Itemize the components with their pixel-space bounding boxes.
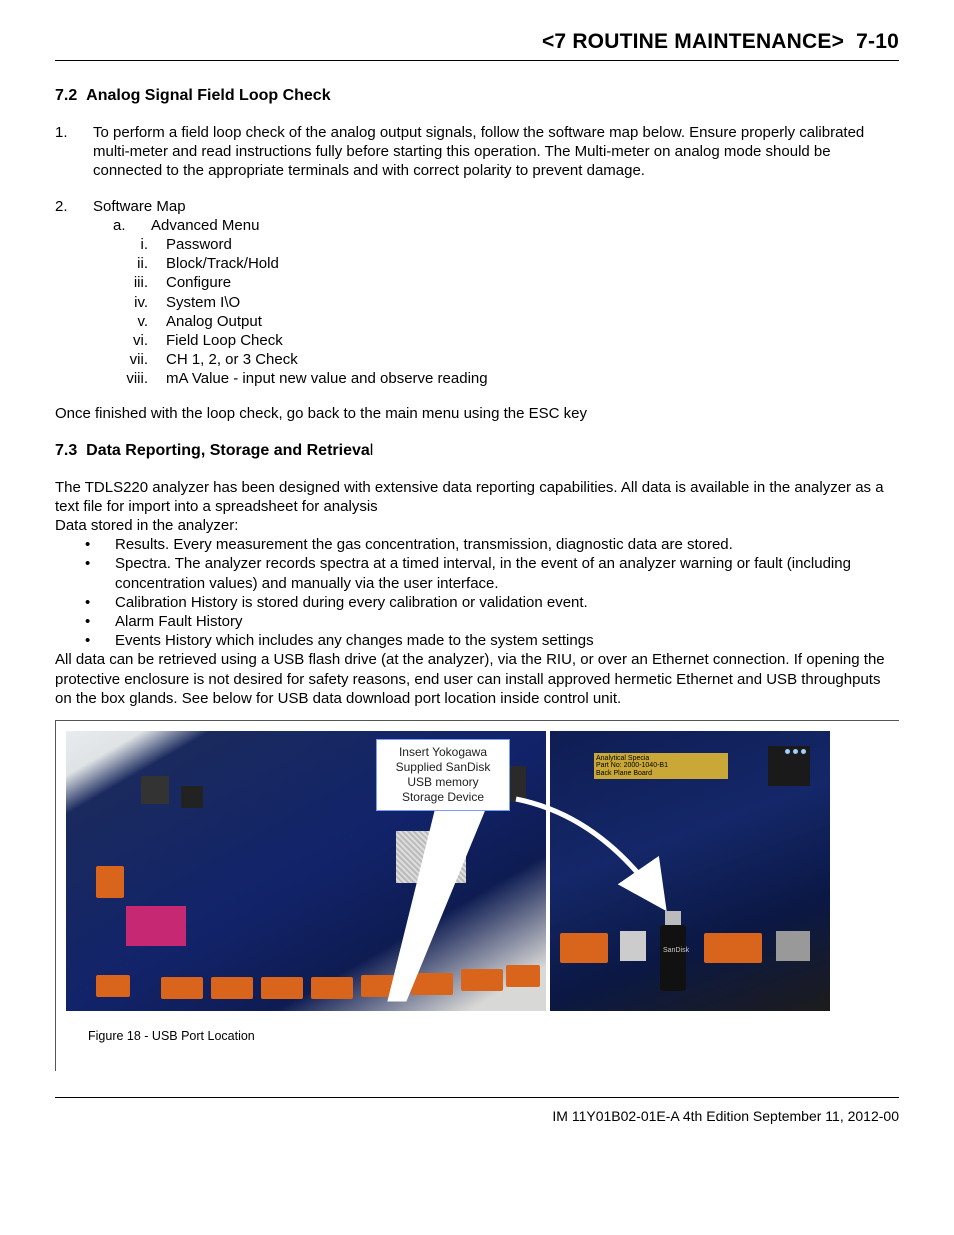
page-header: <7 ROUTINE MAINTENANCE> 7-10 xyxy=(55,30,899,61)
intro-paragraph: The TDLS220 analyzer has been designed w… xyxy=(55,478,899,516)
page-footer: IM 11Y01B02-01E-A 4th Edition September … xyxy=(55,1097,899,1124)
bullet-list-7-3: •Results. Every measurement the gas conc… xyxy=(55,535,899,650)
bullet-icon: • xyxy=(85,593,115,612)
section-7-3-body: The TDLS220 analyzer has been designed w… xyxy=(55,478,899,708)
sublist-roman: i.Password ii.Block/Track/Hold iii.Confi… xyxy=(93,235,899,389)
bullet-icon: • xyxy=(85,554,115,592)
closing-paragraph-7-2: Once finished with the loop check, go ba… xyxy=(55,404,899,423)
bullet-icon: • xyxy=(85,612,115,631)
section-7-3-heading: 7.3 Data Reporting, Storage and Retrieva… xyxy=(55,442,899,460)
figure-photos: Analytical Specia Part No: 2000-1040-B1 … xyxy=(66,731,899,1011)
sublist-a: a.Advanced Menu xyxy=(93,216,899,235)
callout-label: Insert Yokogawa Supplied SanDisk USB mem… xyxy=(376,739,510,811)
figure-caption: Figure 18 - USB Port Location xyxy=(88,1029,899,1043)
page-number: 7-10 xyxy=(856,30,899,53)
usb-stick: SanDisk xyxy=(660,925,686,991)
list-marker: 1. xyxy=(55,123,93,181)
callout-pointer-icon xyxy=(366,801,496,1011)
section-7-2-heading: 7.2 Analog Signal Field Loop Check xyxy=(55,87,899,105)
chapter-title: <7 ROUTINE MAINTENANCE> xyxy=(542,30,844,53)
bullet-icon: • xyxy=(85,631,115,650)
list-item-text: Software Map a.Advanced Menu i.Password … xyxy=(93,197,899,389)
figure-18-container: Analytical Specia Part No: 2000-1040-B1 … xyxy=(55,720,899,1071)
arrow-icon xyxy=(511,791,681,921)
ordered-list-7-2: 1. To perform a field loop check of the … xyxy=(55,123,899,388)
list-marker: 2. xyxy=(55,197,93,389)
footer-text: IM 11Y01B02-01E-A 4th Edition September … xyxy=(552,1108,899,1124)
board-label: Analytical Specia Part No: 2000-1040-B1 … xyxy=(594,753,728,779)
intro-line: Data stored in the analyzer: xyxy=(55,516,899,535)
bullet-icon: • xyxy=(85,535,115,554)
list-item-text: To perform a field loop check of the ana… xyxy=(93,123,899,181)
outro-paragraph: All data can be retrieved using a USB fl… xyxy=(55,650,899,708)
